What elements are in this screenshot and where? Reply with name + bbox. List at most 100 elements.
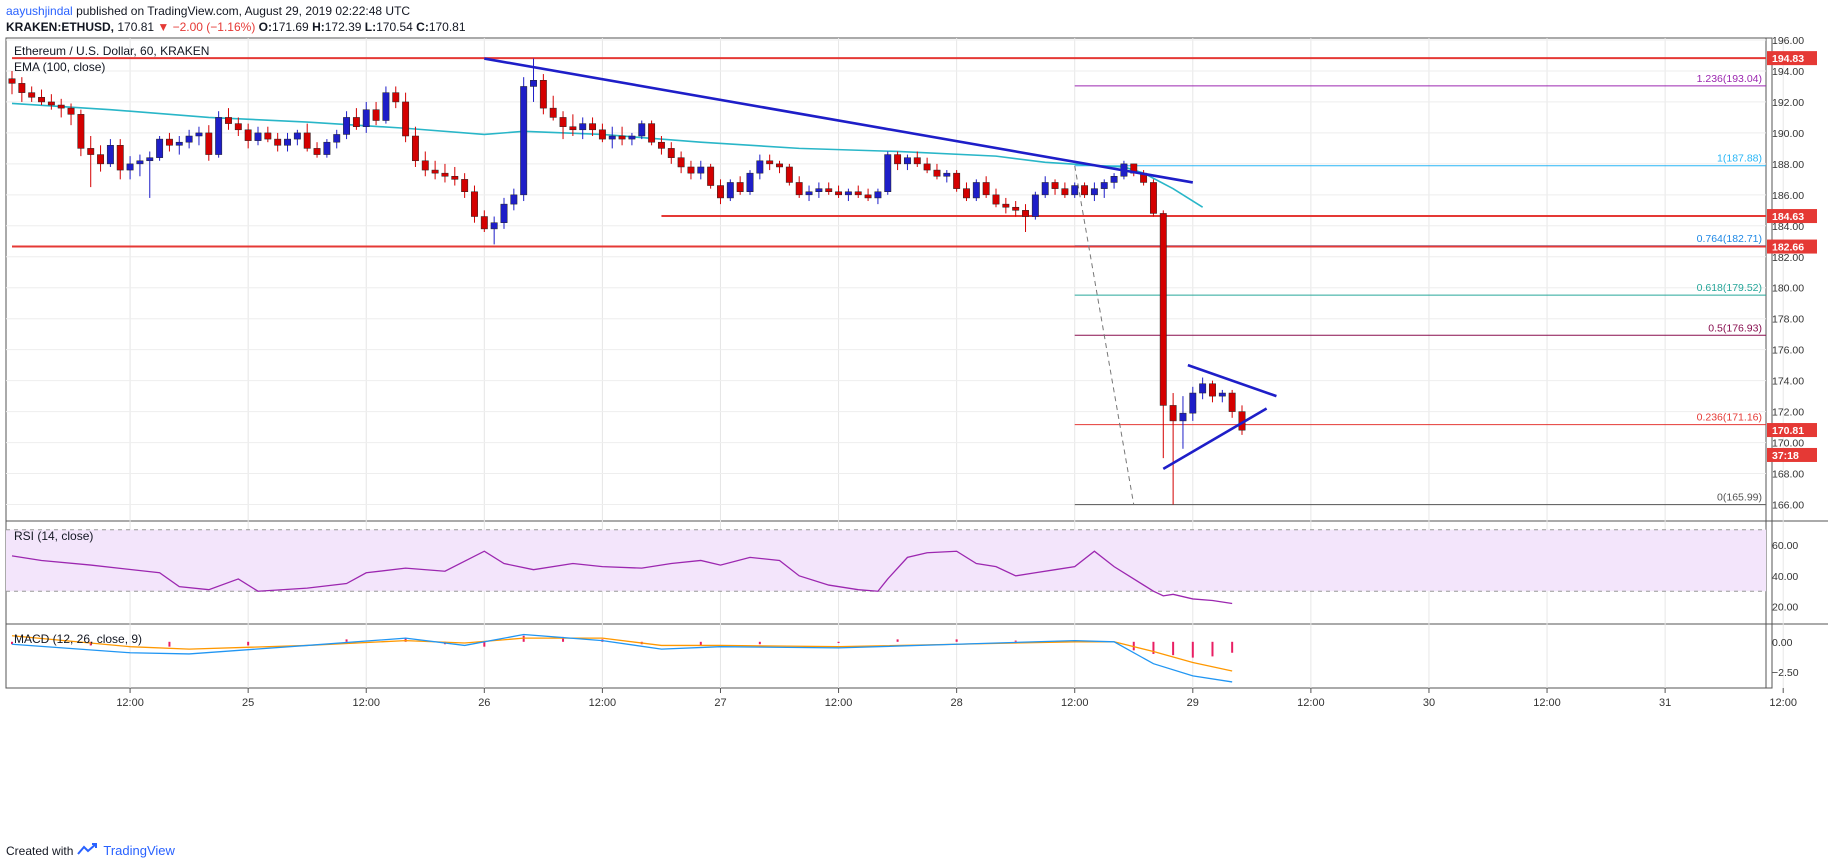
x-tick-label: 29 — [1187, 697, 1199, 709]
candle-body — [97, 154, 105, 165]
x-tick-label: 12:00 — [1061, 697, 1089, 709]
candle-body — [274, 138, 282, 146]
x-tick-label: 25 — [242, 697, 254, 709]
candle-body — [569, 126, 577, 131]
y-tick-label: 180.00 — [1772, 283, 1804, 295]
candle-body — [1209, 383, 1216, 397]
y-tick-label: 196.00 — [1772, 35, 1804, 47]
candle-body — [165, 138, 173, 146]
ohlc-line: KRAKEN:ETHUSD, 170.81 ▼ −2.00 (−1.16%) O… — [6, 19, 1206, 35]
candle-body — [785, 166, 793, 183]
chart-header: aayushjindal published on TradingView.co… — [6, 3, 1206, 35]
candle-body — [116, 145, 124, 171]
macd-line — [11, 633, 1233, 683]
candle-body — [667, 148, 675, 158]
candle-body — [1228, 392, 1236, 412]
y-tick-label: 170.00 — [1772, 438, 1804, 450]
candle-body — [943, 172, 951, 177]
candle-body — [657, 141, 665, 149]
candle-body — [726, 182, 734, 199]
tradingview-brand[interactable]: TradingView — [103, 843, 175, 858]
candle-body — [854, 191, 862, 196]
y-tick-label: 178.00 — [1772, 314, 1804, 326]
x-tick-label: 27 — [714, 697, 726, 709]
candle-body — [333, 134, 341, 143]
candle-body — [1071, 185, 1079, 196]
candle-body — [215, 117, 223, 155]
candle-body — [18, 83, 26, 93]
candle-body — [126, 163, 134, 171]
y-tick-label: 166.00 — [1772, 500, 1804, 512]
candle-body — [874, 191, 882, 199]
candle-body — [1090, 188, 1098, 196]
candle-body — [471, 191, 478, 217]
candle-body — [343, 117, 351, 135]
price-tag — [1767, 447, 1817, 462]
candle-body — [382, 92, 390, 121]
candle-body — [825, 188, 833, 192]
x-tick-label: 12:00 — [1297, 697, 1325, 709]
candle-body — [1179, 412, 1187, 422]
rsi-y-tick-label: 20.00 — [1772, 602, 1798, 614]
candle-body — [963, 188, 970, 199]
close-value: 170.81 — [428, 20, 466, 34]
candle-body — [313, 148, 321, 155]
candle-body — [864, 194, 872, 199]
candle-body — [549, 107, 557, 118]
candle-body — [923, 163, 931, 171]
ema-indicator-label: EMA (100, close) — [14, 60, 105, 74]
candle-body — [510, 194, 518, 205]
open-label: O: — [258, 20, 273, 34]
candle-body — [38, 97, 45, 103]
candle-body — [362, 109, 370, 127]
candle-body — [500, 203, 508, 223]
candle-body — [1189, 392, 1197, 414]
fib-level-label: 0.5(176.93) — [1708, 322, 1762, 334]
candle-body — [1031, 194, 1039, 217]
candle-body — [392, 92, 400, 103]
trend-line — [1162, 407, 1268, 471]
price-tag-label: 194.83 — [1772, 53, 1804, 65]
candle-body — [982, 182, 990, 196]
candle-body — [136, 160, 144, 165]
candle-body — [67, 107, 75, 115]
price-tag — [1767, 423, 1817, 438]
x-tick-label: 12:00 — [1769, 697, 1797, 709]
candle-body — [539, 80, 547, 109]
candle-body — [185, 135, 193, 143]
trend-line — [1187, 363, 1277, 398]
candle-body — [1199, 383, 1207, 394]
high-label: H: — [312, 20, 325, 34]
candle-body — [1051, 182, 1059, 189]
price-tag-label: 182.66 — [1772, 242, 1804, 254]
price-tag-label: 184.63 — [1772, 211, 1804, 223]
candle-body — [441, 172, 449, 177]
y-tick-label: 182.00 — [1772, 252, 1804, 264]
x-tick-label: 30 — [1423, 697, 1435, 709]
y-tick-label: 186.00 — [1772, 190, 1804, 202]
y-tick-label: 194.00 — [1772, 66, 1804, 78]
candle-body — [293, 132, 301, 140]
candle-body — [421, 160, 429, 171]
candle-body — [1159, 213, 1167, 406]
candle-body — [352, 117, 360, 127]
candle-body — [894, 154, 902, 165]
rsi-title: RSI (14, close) — [14, 529, 93, 543]
candle-body — [57, 104, 65, 109]
candle-body — [707, 166, 715, 186]
candle-body — [87, 148, 95, 155]
candle-body — [490, 222, 498, 230]
low-value: 170.54 — [376, 20, 413, 34]
candle-body — [530, 80, 537, 87]
y-tick-label: 192.00 — [1772, 97, 1804, 109]
tradingview-logo-icon[interactable] — [77, 843, 99, 859]
candle-body — [205, 132, 213, 155]
author-link[interactable]: aayushjindal — [6, 4, 73, 18]
candle-body — [638, 123, 646, 137]
y-tick-label: 168.00 — [1772, 469, 1804, 481]
price-tag — [1767, 209, 1817, 224]
candle-body — [815, 188, 823, 192]
x-tick-label: 31 — [1659, 697, 1671, 709]
candle-body — [1169, 405, 1177, 422]
